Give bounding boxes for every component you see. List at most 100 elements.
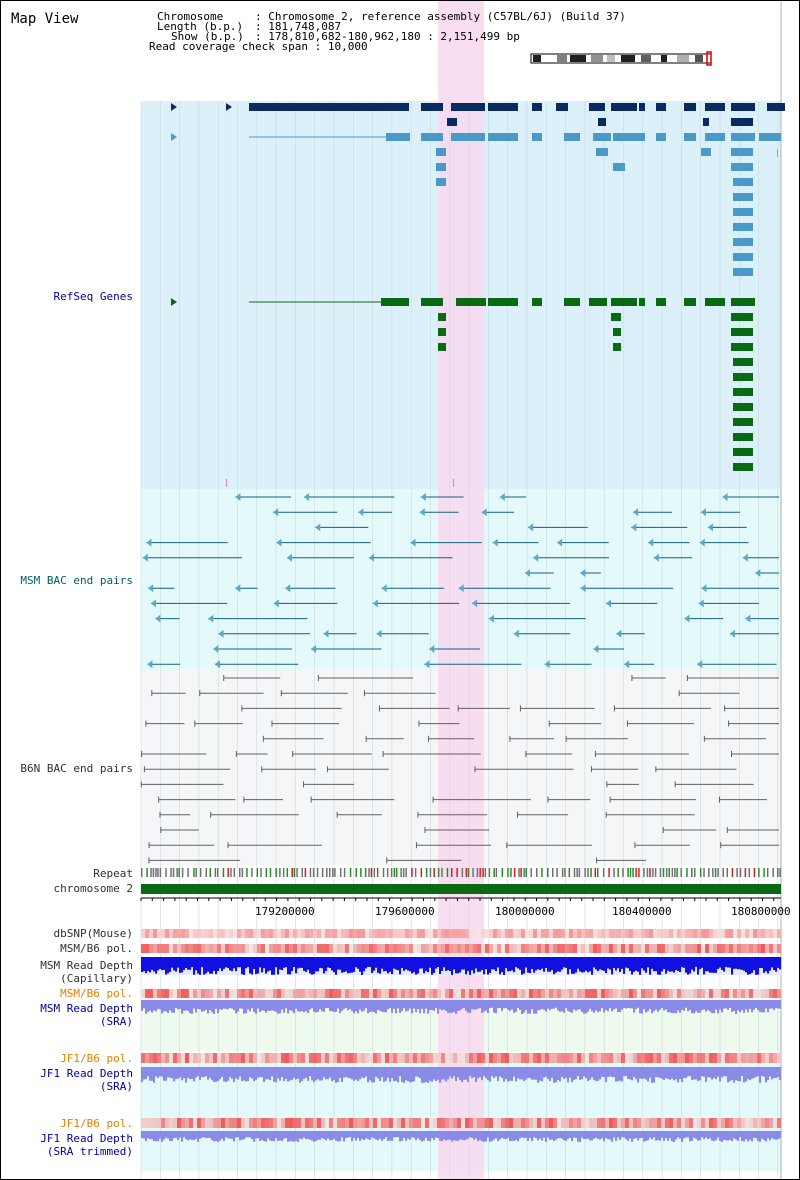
depth-bar xyxy=(465,1000,468,1011)
depth-bar xyxy=(419,1000,422,1014)
depth-bar xyxy=(227,1067,230,1081)
ideogram-band xyxy=(557,55,567,62)
track-label-refseq[interactable]: RefSeq Genes xyxy=(53,290,133,303)
depth-bar xyxy=(235,957,238,972)
depth-bar xyxy=(681,957,684,968)
track-label-b6n-bac[interactable]: B6N BAC end pairs xyxy=(20,762,133,775)
heat-cell xyxy=(453,929,458,938)
track-label-jf1-b6-pol-2[interactable]: JF1/B6 pol. xyxy=(60,1117,133,1130)
depth-bar xyxy=(191,1067,194,1079)
depth-bar xyxy=(775,1000,778,1009)
depth-bar xyxy=(143,1131,146,1139)
heat-cell xyxy=(357,944,362,953)
track-label-jf1-depth-trimmed[interactable]: JF1 Read Depth (SRA trimmed) xyxy=(40,1132,133,1158)
depth-bar xyxy=(177,1000,180,1010)
depth-bar xyxy=(477,1067,480,1079)
heat-cell xyxy=(369,989,374,998)
repeat-element xyxy=(479,868,481,877)
repeat-element xyxy=(414,868,417,877)
heat-cell xyxy=(677,1118,682,1128)
depth-bar xyxy=(515,1131,518,1140)
heat-cell xyxy=(345,989,350,998)
heat-cell xyxy=(669,944,674,953)
heat-cell xyxy=(549,1118,554,1128)
depth-bar xyxy=(489,1131,492,1142)
repeat-element xyxy=(251,868,253,877)
heat-cell xyxy=(653,944,658,953)
depth-bar xyxy=(345,1000,348,1008)
heat-cell xyxy=(281,989,286,998)
depth-bar xyxy=(337,957,340,970)
track-label-msm-depth-capillary[interactable]: MSM Read Depth (Capillary) xyxy=(40,959,133,985)
heat-cell xyxy=(617,929,622,938)
heat-cell xyxy=(481,1053,486,1063)
depth-bar xyxy=(771,1067,774,1080)
depth-bar xyxy=(619,1000,622,1012)
depth-bar xyxy=(525,1000,528,1010)
depth-bar xyxy=(335,957,338,975)
depth-bar xyxy=(603,957,606,971)
depth-bar xyxy=(639,1131,642,1139)
depth-bar xyxy=(361,1131,364,1139)
gene-exon xyxy=(733,253,753,261)
track-label-msm-bac[interactable]: MSM BAC end pairs xyxy=(20,574,133,587)
depth-bar xyxy=(663,1131,666,1141)
heat-cell xyxy=(509,944,514,953)
depth-bar xyxy=(431,1131,434,1139)
depth-bar xyxy=(301,1131,304,1140)
depth-bar xyxy=(293,1067,296,1078)
depth-bar xyxy=(351,957,354,973)
heat-cell xyxy=(293,1053,298,1063)
depth-bar xyxy=(423,957,426,974)
repeat-element xyxy=(395,868,398,877)
heat-cell xyxy=(621,1053,626,1063)
depth-bar xyxy=(625,1000,628,1009)
depth-bar xyxy=(763,1067,766,1077)
repeat-element xyxy=(594,868,597,877)
bac-end-marker xyxy=(481,508,487,517)
bac-end-marker xyxy=(697,660,703,669)
track-label-repeat[interactable]: Repeat xyxy=(93,867,133,880)
track-label-msm-b6-pol-2[interactable]: MSM/B6 pol. xyxy=(60,987,133,1000)
depth-bar xyxy=(427,1000,430,1014)
depth-bar xyxy=(543,1067,546,1078)
depth-bar xyxy=(389,1067,392,1082)
gene-exon xyxy=(759,133,781,141)
depth-bar xyxy=(461,1000,464,1009)
depth-bar xyxy=(693,1000,696,1014)
depth-bar xyxy=(531,1000,534,1010)
depth-bar xyxy=(309,1000,312,1010)
heat-cell xyxy=(369,944,374,953)
depth-bar xyxy=(489,957,492,973)
track-label-jf1-depth-sra[interactable]: JF1 Read Depth (SRA) xyxy=(40,1067,133,1093)
heat-cell xyxy=(721,1118,726,1128)
depth-bar xyxy=(337,1067,340,1082)
heat-cell xyxy=(173,944,178,953)
depth-bar xyxy=(365,957,368,969)
depth-bar xyxy=(235,1131,238,1138)
depth-bar xyxy=(149,1067,152,1081)
depth-bar xyxy=(609,957,612,970)
bac-end-marker xyxy=(648,538,654,547)
bac-end-marker xyxy=(213,645,219,653)
heat-cell xyxy=(149,929,154,938)
depth-bar xyxy=(485,1067,488,1079)
heat-cell xyxy=(529,989,534,998)
heat-cell xyxy=(697,929,702,938)
heat-cell xyxy=(309,1053,314,1063)
depth-bar xyxy=(163,1131,166,1140)
track-label-msm-b6-pol-1[interactable]: MSM/B6 pol. xyxy=(60,942,133,955)
depth-bar xyxy=(177,1131,180,1140)
depth-bar xyxy=(489,1067,492,1082)
track-label-jf1-b6-pol-1[interactable]: JF1/B6 pol. xyxy=(60,1052,133,1065)
depth-bar xyxy=(669,1000,672,1013)
track-label-dbsnp[interactable]: dbSNP(Mouse) xyxy=(53,927,133,940)
repeat-element xyxy=(150,868,152,877)
gene-exon xyxy=(593,133,611,141)
gene-exon xyxy=(733,418,753,426)
depth-bar xyxy=(723,1000,726,1009)
depth-bar xyxy=(273,1131,276,1142)
track-label-msm-depth-sra[interactable]: MSM Read Depth (SRA) xyxy=(40,1002,133,1028)
depth-bar xyxy=(253,1067,256,1082)
